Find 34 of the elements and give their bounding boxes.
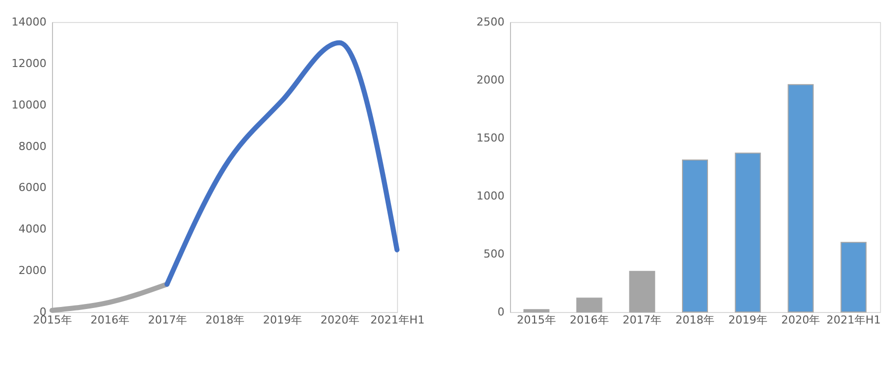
x-tick-label: 2019年	[263, 314, 302, 326]
x-tick-label: 2020年	[320, 314, 360, 326]
y-tick-label: 1000	[476, 190, 504, 202]
x-tick-label: 2017年	[148, 314, 187, 326]
y-tick-label: 4000	[18, 222, 46, 236]
y-tick-label: 14000	[12, 16, 46, 28]
x-tick-label: 2019年	[728, 314, 768, 326]
x-tick-label: 2016年	[570, 314, 609, 326]
y-tick-label: 2000	[18, 264, 46, 278]
bar	[576, 298, 602, 312]
x-tick-label: 2016年	[90, 314, 130, 326]
y-tick-label: 0	[498, 306, 504, 318]
x-tick-label: 2021年H1	[826, 314, 881, 326]
bar	[788, 84, 814, 312]
y-tick-label: 8000	[18, 140, 46, 153]
bar	[840, 242, 867, 312]
x-tick-label: 2017年	[622, 314, 662, 326]
x-tick-label: 2015年	[33, 314, 72, 326]
y-tick-label: 10000	[12, 98, 46, 112]
y-tick-label: 1500	[476, 132, 504, 144]
y-tick-label: 500	[484, 248, 504, 260]
x-tick-label: 2020年	[781, 314, 820, 326]
y-tick-label: 2000	[476, 74, 504, 86]
bar	[682, 160, 708, 312]
x-tick-label: 2018年	[206, 314, 244, 326]
bar	[523, 309, 550, 312]
y-tick-label: 2500	[476, 16, 504, 28]
bar	[734, 152, 761, 312]
bar	[629, 270, 656, 312]
y-tick-label: 6000	[18, 181, 46, 194]
x-tick-label: 2018年	[676, 314, 714, 326]
y-tick-label: 12000	[12, 56, 46, 70]
x-tick-label: 2021年H1	[370, 314, 425, 326]
x-tick-label: 2015年	[516, 314, 556, 326]
